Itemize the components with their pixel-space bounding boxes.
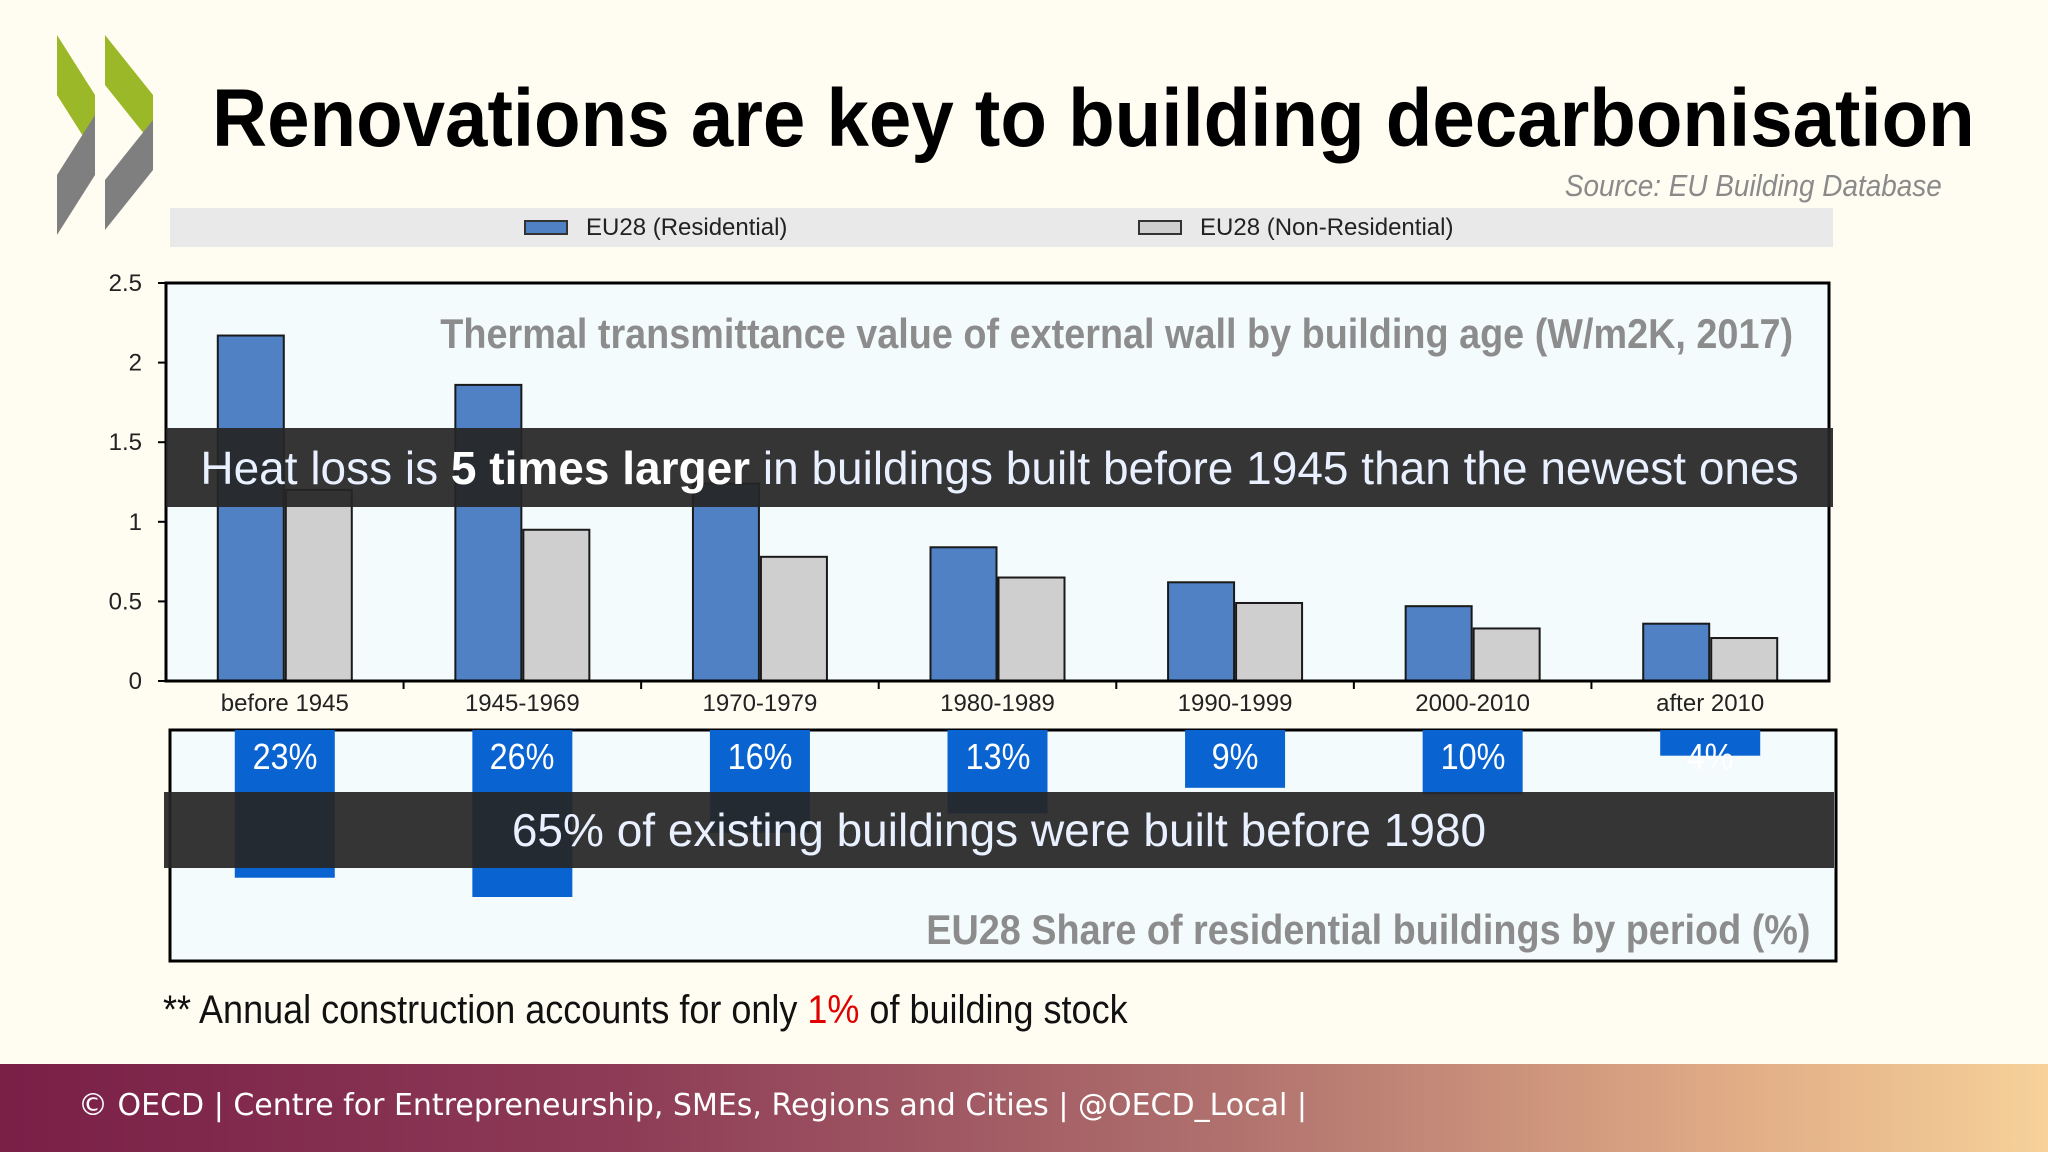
built-before-1980-banner: 65% of existing buildings were built bef… [164,792,1834,868]
x-tick-label: 1970-1979 [703,690,818,717]
chart-title-thermal: Thermal transmittance value of external … [440,310,1793,357]
share-bar [1660,730,1761,756]
banner-text-post: in buildings built before 1945 than the … [750,441,1799,494]
heat-loss-banner: Heat loss is 5 times larger in buildings… [166,428,1833,507]
footnote-pre: ** Annual construction accounts for only [163,988,808,1032]
footnote-post: of building stock [859,988,1128,1032]
bar-non-residential [1472,627,1541,682]
y-tick-label: 1 [129,509,142,536]
bar-residential [1167,581,1236,683]
x-tick-label: 1945-1969 [465,690,580,717]
chart-legend: EU28 (Residential) EU28 (Non-Residential… [170,208,1833,247]
x-tick-label: before 1945 [221,690,349,717]
y-tick-label: 0.5 [109,588,142,615]
bar-non-residential [997,576,1066,683]
share-label: 10% [1440,736,1506,777]
share-bar [1185,730,1286,788]
x-tick-label: 1990-1999 [1178,690,1293,717]
share-label: 9% [1211,736,1259,777]
footer-text: © OECD | Centre for Entrepreneurship, SM… [78,1088,1308,1123]
share-label: 4% [1686,736,1734,777]
source-note: Source: EU Building Database [1565,168,1942,203]
share-bar [1422,730,1523,795]
chart-title-share: EU28 Share of residential buildings by p… [926,906,1811,953]
x-tick-label: 1980-1989 [940,690,1055,717]
x-tick-label: 2000-2010 [1415,690,1530,717]
oecd-logo [57,35,153,235]
bar-residential [1642,622,1711,682]
bar-residential [929,546,998,682]
legend-item-non-residential: EU28 (Non-Residential) [1138,208,1453,247]
banner-text-bold: 5 times larger [450,441,751,494]
share-label: 16% [727,736,793,777]
bar-residential [1404,605,1473,683]
footer-bar: © OECD | Centre for Entrepreneurship, SM… [0,1064,2048,1152]
page-title: Renovations are key to building decarbon… [212,73,1975,164]
y-tick-label: 1.5 [109,429,142,456]
bar-non-residential [759,555,828,682]
y-tick-label: 2 [129,350,142,377]
share-label: 23% [252,736,318,777]
footnote-highlight: 1% [807,988,860,1032]
share-label: 13% [965,736,1030,777]
y-tick-label: 2.5 [109,270,142,297]
bar-non-residential [522,528,591,683]
legend-swatch-non-residential [1138,220,1182,235]
share-label: 26% [489,736,555,777]
bar-non-residential [1710,637,1779,682]
bar-non-residential [284,488,353,682]
legend-label-residential: EU28 (Residential) [586,213,788,241]
banner-text-pre: Heat loss is [200,441,451,494]
x-tick-label: after 2010 [1656,690,1764,717]
y-tick-label: 0 [129,668,142,695]
bar-residential [216,334,285,682]
bar-non-residential [1235,601,1304,683]
charts-canvas: 0 0.5 1 1.5 2 2.5 before 1945 1945-1969 1970-197… [109,270,1838,963]
footnote: ** Annual construction accounts for only… [163,988,1128,1033]
bar-residential [691,482,760,683]
legend-swatch-residential [524,220,568,235]
legend-item-residential: EU28 (Residential) [524,208,787,247]
legend-label-non-residential: EU28 (Non-Residential) [1200,213,1454,241]
